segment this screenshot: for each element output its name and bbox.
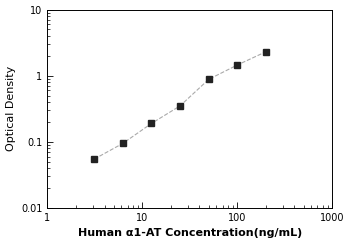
Y-axis label: Optical Density: Optical Density xyxy=(6,66,15,152)
X-axis label: Human α1-AT Concentration(ng/mL): Human α1-AT Concentration(ng/mL) xyxy=(78,228,302,238)
